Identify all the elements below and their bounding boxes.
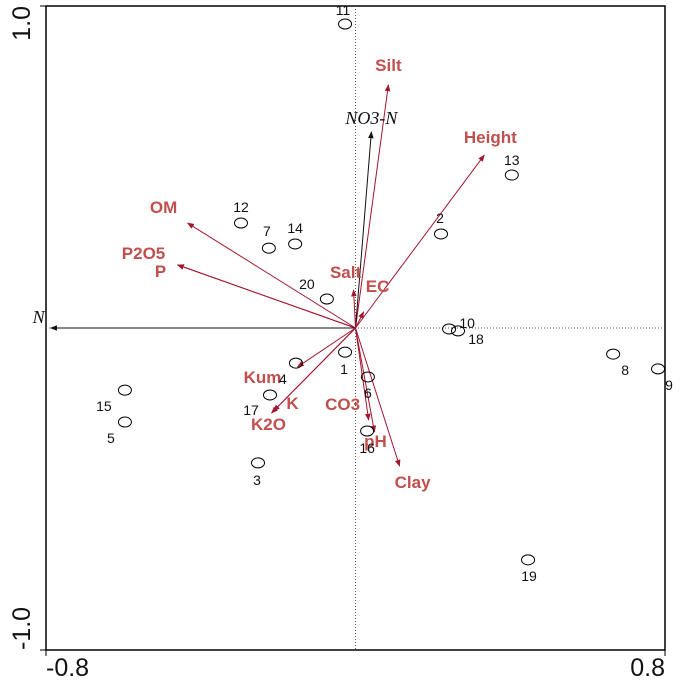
site-point <box>251 457 266 469</box>
site-label: 20 <box>299 276 315 292</box>
site-label: 1 <box>340 361 348 377</box>
x-tick-label: -0.8 <box>46 654 89 682</box>
site-label: 17 <box>243 402 259 418</box>
vector-label: K <box>286 394 299 413</box>
site-point <box>261 242 276 254</box>
site-label: 8 <box>621 362 629 378</box>
site-label: 18 <box>468 331 484 347</box>
site-point <box>338 346 353 358</box>
site-point <box>442 323 457 335</box>
site-point <box>288 238 303 250</box>
vector-label: Height <box>464 128 517 147</box>
site-label: 6 <box>364 385 372 401</box>
vector-arrow <box>187 222 356 329</box>
vector-arrow <box>176 264 356 329</box>
site-point <box>233 217 248 229</box>
site-label: 16 <box>359 440 375 456</box>
vector-label: NO3-N <box>344 108 398 128</box>
vector-label: OM <box>150 198 177 217</box>
site-label: 12 <box>233 199 249 215</box>
site-point <box>651 363 666 375</box>
vector-label: K2O <box>251 415 286 434</box>
vector-arrow <box>272 327 356 412</box>
site-point <box>360 371 375 383</box>
site-label: 11 <box>336 2 351 18</box>
vector-label: Kum <box>244 368 282 387</box>
site-point <box>319 293 334 305</box>
vector-label: P2O5 <box>122 244 165 263</box>
site-point <box>263 389 278 401</box>
vector-label: EC <box>366 277 390 296</box>
site-label: 3 <box>253 472 261 488</box>
y-tick-label: 1.0 <box>8 6 36 41</box>
site-label: 4 <box>279 371 287 387</box>
site-label: 14 <box>287 220 303 236</box>
vector-arrow <box>351 289 357 329</box>
vector-label: pH <box>364 432 387 451</box>
vector-arrow <box>355 84 391 329</box>
site-label: 15 <box>96 398 112 414</box>
site-point <box>433 228 448 240</box>
site-point <box>288 357 303 369</box>
site-label: 19 <box>521 568 537 584</box>
vector-label: P <box>155 262 166 281</box>
site-point <box>360 425 375 437</box>
x-tick-label: 0.8 <box>630 654 665 682</box>
vector-arrow <box>355 131 374 329</box>
site-point <box>451 325 466 337</box>
vector-arrow <box>355 311 365 329</box>
site-point <box>504 169 519 181</box>
site-label: 7 <box>263 223 271 239</box>
y-tick-label: -1.0 <box>8 607 36 650</box>
site-point <box>338 18 353 30</box>
vector-label: CO3 <box>325 395 360 414</box>
site-label: 13 <box>504 152 520 168</box>
site-point <box>606 348 621 360</box>
vector-arrow <box>355 327 377 433</box>
vector-label: Silt <box>375 56 402 75</box>
vector-label: Clay <box>395 473 431 492</box>
vector-label: N <box>32 307 46 327</box>
site-point <box>521 554 536 566</box>
vector-arrow <box>296 327 356 368</box>
site-label: 2 <box>436 210 444 226</box>
vector-arrow <box>355 327 401 467</box>
site-point <box>117 416 132 428</box>
site-label: 10 <box>459 315 475 331</box>
site-label: 9 <box>665 377 673 393</box>
site-label: 5 <box>107 430 115 446</box>
site-point <box>117 384 132 396</box>
vector-arrow <box>355 154 485 329</box>
vector-label: Salt <box>330 263 362 282</box>
